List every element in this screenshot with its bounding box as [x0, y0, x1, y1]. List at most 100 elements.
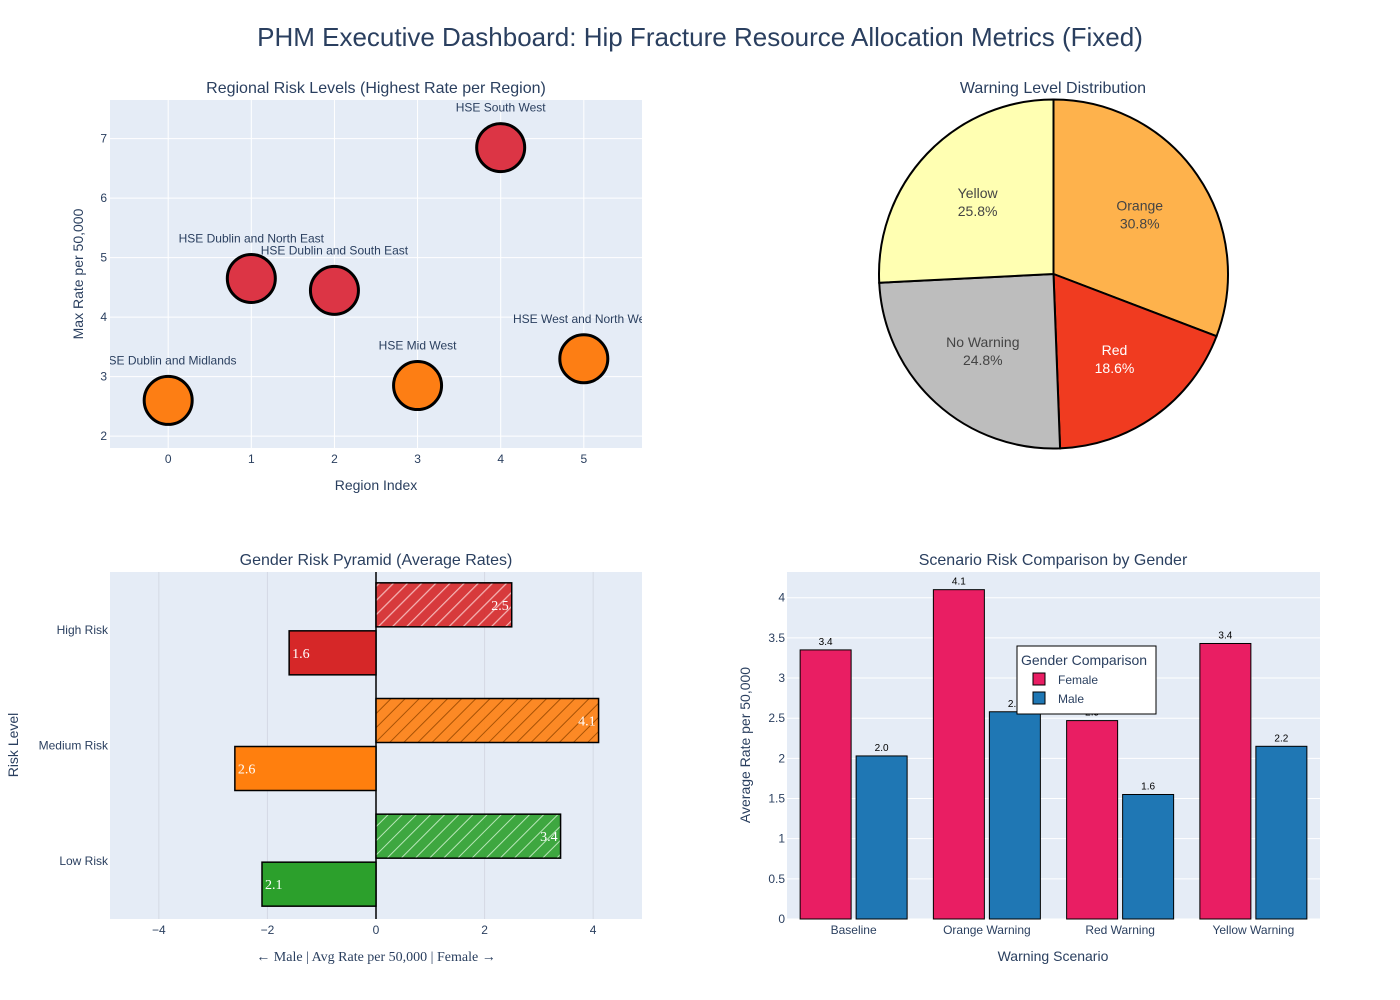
- x-tick-label: −2: [261, 923, 275, 937]
- male-bar[interactable]: [234, 745, 377, 792]
- y-tick-label: 2: [100, 429, 107, 443]
- pie-slice[interactable]: [878, 272, 1062, 450]
- female-bar-label: 2.5: [491, 599, 509, 614]
- scenario-chart-title: Scenario Risk Comparison by Gender: [919, 552, 1188, 569]
- female-bar[interactable]: [375, 697, 600, 744]
- scatter-plot-area: [110, 100, 642, 448]
- male-bar[interactable]: [261, 861, 377, 907]
- scatter-point-label: HSE Dublin and South East: [261, 243, 409, 257]
- scatter-point[interactable]: [475, 122, 527, 174]
- legend-label-male[interactable]: Male: [1058, 692, 1084, 706]
- x-tick-label: 4: [590, 923, 597, 937]
- pyramid-y-axis-label: Risk Level: [5, 713, 21, 778]
- y-tick-label: 3: [778, 671, 785, 685]
- y-tick-label: High Risk: [57, 623, 109, 637]
- pie-slice-labels: Orange 30.8% Red 18.6% No Warning 24.8% Yellow…: [946, 185, 1163, 376]
- pie-slice-name: No Warning: [946, 334, 1019, 350]
- y-tick-label: Medium Risk: [39, 739, 109, 753]
- pie-slice-percent: 25.8%: [958, 203, 998, 219]
- pyramid-gridlines: [158, 572, 594, 919]
- female-scenario-bar[interactable]: [932, 589, 985, 920]
- legend-title: Gender Comparison: [1021, 652, 1147, 668]
- male-bar-label: 1.6: [292, 647, 310, 662]
- scatter-point-label: HSE Dublin and North East: [179, 231, 325, 245]
- scatter-chart-title: Regional Risk Levels (Highest Rate per R…: [206, 80, 546, 97]
- legend-label-female[interactable]: Female: [1058, 673, 1098, 687]
- y-tick-label: 2.5: [768, 711, 785, 725]
- pyramid-bars: 2.5 1.6 4.1 2.6 3.4 2.1: [234, 582, 600, 907]
- scenario-bars: 3.42.04.12.62.51.63.42.2: [799, 577, 1308, 920]
- y-tick-label: Low Risk: [59, 854, 109, 868]
- pie-slice-name: Red: [1102, 342, 1128, 358]
- female-scenario-bar[interactable]: [799, 649, 852, 920]
- scenario-y-axis-label: Average Rate per 50,000: [737, 667, 753, 823]
- x-tick-label: 0: [373, 923, 380, 937]
- female-scenario-bar[interactable]: [1066, 720, 1119, 920]
- y-tick-label: 0: [778, 912, 785, 926]
- scatter-point[interactable]: [558, 333, 610, 385]
- y-tick-label: 3.5: [768, 631, 785, 645]
- pyramid-x-axis-label: ← Male | Avg Rate per 50,000 | Female →: [256, 950, 495, 965]
- scatter-point[interactable]: [392, 360, 444, 412]
- male-bar[interactable]: [288, 630, 377, 676]
- female-bar[interactable]: [375, 813, 562, 859]
- y-tick-label: 7: [100, 132, 107, 146]
- male-scenario-bar[interactable]: [1255, 745, 1308, 920]
- female-bar-label: 3.4: [540, 830, 558, 845]
- y-tick-label: 6: [100, 191, 107, 205]
- female-scenario-bar[interactable]: [1199, 642, 1252, 920]
- x-tick-label: 5: [580, 452, 587, 466]
- male-scenario-bar[interactable]: [1122, 793, 1175, 920]
- y-tick-label: 3: [100, 370, 107, 384]
- pie-slice[interactable]: [878, 98, 1055, 284]
- scatter-point[interactable]: [142, 374, 194, 426]
- pyramid-tick-labels: −4 −2 0 2 4 High Risk Medium Risk Low Risk: [39, 623, 597, 937]
- regional-risk-scatter-chart: Regional Risk Levels (Highest Rate per R…: [70, 80, 642, 493]
- x-tick-label: 3: [414, 452, 421, 466]
- female-bar-label: 4.1: [578, 715, 596, 730]
- pie-slice-percent: 30.8%: [1120, 216, 1160, 232]
- dashboard-title: PHM Executive Dashboard: Hip Fracture Re…: [257, 22, 1143, 52]
- x-tick-label: 1: [248, 452, 255, 466]
- y-tick-label: 4: [100, 310, 107, 324]
- scenario-bar-label: 1.6: [1141, 781, 1155, 792]
- scatter-point[interactable]: [225, 252, 277, 304]
- male-scenario-bar[interactable]: [988, 711, 1041, 920]
- gender-risk-pyramid-chart: Gender Risk Pyramid (Average Rates) 2.5 1…: [5, 552, 642, 965]
- pie-chart-title: Warning Level Distribution: [960, 80, 1146, 97]
- scatter-x-axis-label: Region Index: [335, 477, 418, 493]
- scenario-bar-label: 2.0: [875, 743, 889, 754]
- y-tick-label: 5: [100, 251, 107, 265]
- y-tick-label: 1: [778, 832, 785, 846]
- pie-slice-percent: 18.6%: [1095, 360, 1135, 376]
- pie-slice-percent: 24.8%: [963, 352, 1003, 368]
- scatter-point-label: HSE Dublin and Midlands: [100, 353, 237, 367]
- legend-swatch-male: [1032, 691, 1046, 705]
- y-tick-label: 2: [778, 751, 785, 765]
- y-tick-label: 1.5: [768, 792, 785, 806]
- female-bar[interactable]: [375, 582, 513, 628]
- scatter-point[interactable]: [308, 264, 360, 316]
- y-tick-label: 4: [778, 591, 785, 605]
- warning-level-pie-chart: Warning Level Distribution Orange 30.8% Re…: [878, 80, 1229, 450]
- x-tick-label: Red Warning: [1085, 923, 1155, 937]
- pie-slice-name: Orange: [1116, 198, 1163, 214]
- scatter-point-label: HSE Mid West: [379, 339, 457, 353]
- scatter-tick-labels: 0 1 2 3 4 5 2 3 4 5 6 7: [100, 132, 587, 466]
- x-tick-label: 2: [331, 452, 338, 466]
- x-tick-label: Yellow Warning: [1212, 923, 1294, 937]
- male-bar-label: 2.6: [238, 763, 256, 778]
- pie-slice-name: Yellow: [958, 185, 999, 201]
- scenario-legend[interactable]: Gender Comparison Female Male: [1016, 645, 1157, 715]
- scatter-point-label: HSE South West: [456, 101, 546, 115]
- x-tick-label: 4: [497, 452, 504, 466]
- pie-slice[interactable]: [1052, 272, 1218, 450]
- pie-slice[interactable]: [1052, 98, 1229, 338]
- male-scenario-bar[interactable]: [855, 755, 908, 920]
- scatter-y-axis-label: Max Rate per 50,000: [70, 208, 86, 339]
- scatter-points: HSE Dublin and Midlands HSE Dublin and No…: [100, 101, 642, 426]
- y-tick-label: 0.5: [768, 872, 785, 886]
- x-tick-label: 0: [165, 452, 172, 466]
- scenario-tick-labels: 0 0.5 1 1.5 2 2.5 3 3.5 4 Baseline Orange Warning R…: [768, 591, 1294, 937]
